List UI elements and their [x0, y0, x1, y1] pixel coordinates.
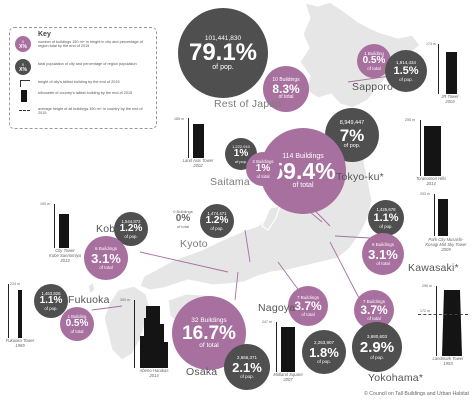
toranomon-scale [420, 120, 421, 176]
connector-nagoya [277, 261, 301, 293]
landaxis-scale [188, 118, 189, 158]
parkcity-scale [434, 194, 435, 236]
toranomon-silhouette [424, 126, 441, 176]
city-label-fukuoka: Fukuoka [68, 294, 110, 306]
jr-tower-height: 173 m [426, 42, 436, 46]
city-label-kobe: Kobe [96, 223, 122, 235]
legend-height-icon [20, 80, 30, 87]
midland-scale [276, 322, 277, 372]
legend: Key X X% number of buildings 150 m+ in h… [9, 27, 157, 129]
jr-tower-silhouette [446, 52, 457, 94]
abeno-height: 300 m [120, 298, 130, 302]
legend-silhouette-text: silhouette of country's tallest building… [38, 91, 133, 95]
landaxis-silhouette [193, 124, 204, 158]
legend-average-icon [19, 110, 30, 111]
toranomon-caption: Toranomon Hills 2014 [415, 176, 447, 186]
midland-caption: Midland Square 2007 [273, 372, 303, 382]
abeno-scale [134, 300, 135, 368]
connector-sapporo [347, 75, 391, 83]
landmark-silhouette [442, 290, 462, 356]
city-label-sapporo: Sapporo [352, 81, 394, 93]
connector-fukuoka [91, 305, 123, 311]
kyushu-island [103, 285, 151, 361]
city-label-kyoto: Kyoto [180, 238, 208, 250]
jr-tower-caption: JR Tower 2003 [441, 94, 459, 104]
city-label-osaka: Osaka [186, 366, 218, 378]
landaxis-caption: Land Axis Tower 2002 [182, 158, 214, 168]
toranomon-height: 255 m [405, 118, 415, 122]
connector-osaka [234, 271, 239, 301]
connector-kobe [139, 251, 229, 273]
fukuoka-tower-caption: Fukuoka Tower 1989 [5, 338, 35, 348]
rest-of-japan-buildings-circle: 10 Buildings 8.3% of total [263, 66, 309, 112]
kawasaki-population-circle: 1,425,678 1.1% of pop. [368, 200, 404, 236]
connector-kawasaki [334, 235, 371, 239]
legend-population-icon: X X% [15, 59, 31, 75]
city-label-nagoya: Nagoya [258, 302, 296, 314]
kobe-buildings-circle: 6 Buildings 3.1% of total [84, 236, 128, 280]
legend-height-text: height of city's tallest building by the… [38, 80, 120, 84]
landmark-scale [436, 286, 437, 356]
legend-silhouette-icon [21, 90, 27, 102]
connector-kyoto [244, 229, 251, 263]
fukuoka-tower-silhouette [18, 290, 22, 338]
landaxis-height: 185 m [174, 117, 184, 121]
citytower-scale [54, 204, 55, 248]
city-label-rest-of-japan: Rest of Japan [214, 98, 282, 110]
parkcity-silhouette [438, 199, 448, 236]
legend-average-text: average height of all buildings 150 m+ i… [38, 107, 143, 116]
citytower-caption: City Tower Kobe Sannomiya 2013 [49, 248, 81, 263]
average-height-label: 172 m [420, 309, 430, 313]
city-label-yokohama: Yokohama* [368, 372, 424, 384]
credit-text: © Council on Tall Buildings and Urban Ha… [364, 391, 469, 397]
legend-buildings-text: number of buildings 150 m+ in height in … [38, 40, 143, 49]
legend-title: Key [38, 31, 51, 38]
small-island [87, 280, 96, 296]
osaka-population-circle: 2,666,371 2.1% of pop. [224, 344, 270, 390]
abeno-caption: Abeno Harukas 2014 [139, 368, 169, 378]
midland-height: 247 m [262, 320, 272, 324]
kyoto-population-circle: 1,474,471 1.2% of pop. [200, 204, 234, 238]
rest-of-japan-population-circle: 101,441,830 79.1% of pop. [178, 8, 268, 98]
citytower-height: 190 m [40, 202, 50, 206]
jr-tower-scale [438, 44, 439, 94]
sapporo-population-circle: 1,914,434 1.5% of pop. [385, 50, 427, 92]
midland-silhouette [281, 327, 295, 372]
legend-population-text: total population of city and percentage … [38, 62, 137, 66]
average-height-line [418, 314, 468, 315]
city-label-saitama: Saitama [210, 176, 250, 188]
abeno-silhouette [140, 306, 168, 368]
city-label-tokyo: Tokyo-ku* [336, 171, 384, 183]
yokohama-population-circle: 3,680,603 2.9% of pop. [352, 322, 402, 372]
fukuoka-tower-height: 234 m [10, 282, 20, 286]
city-label-kawasaki: Kawasaki* [408, 262, 459, 274]
citytower-silhouette [59, 214, 69, 248]
noto-peninsula [261, 205, 281, 231]
saitama-buildings-circle: 2 Buildings 1% of total [246, 152, 280, 186]
fukuoka-tower-scale [8, 284, 9, 338]
legend-buildings-icon: X X% [15, 36, 31, 52]
fukuoka-buildings-circle: 1 Building 0.5% of total [60, 307, 94, 341]
landmark-caption: Landmark Tower 1993 [432, 356, 464, 366]
nagoya-population-circle: 2,263,907 1.8% of pop. [302, 330, 346, 374]
fukuoka-population-circle: 1,463,826 1.1% of pop. [34, 284, 68, 318]
nagoya-buildings-circle: 7 Buildings 3.7% of total [288, 286, 328, 326]
landmark-height: 296 m [422, 284, 432, 288]
parkcity-caption: Park City Musashi- Kosugi Mid Sky Tower … [425, 237, 467, 252]
connector-yokohama [329, 241, 361, 301]
kawasaki-buildings-circle: 6 Buildings 3.1% of total [362, 233, 404, 275]
kyoto-buildings-circle: 0 Buildings 0% of total [173, 208, 193, 229]
parkcity-height: 203 m [420, 192, 430, 196]
